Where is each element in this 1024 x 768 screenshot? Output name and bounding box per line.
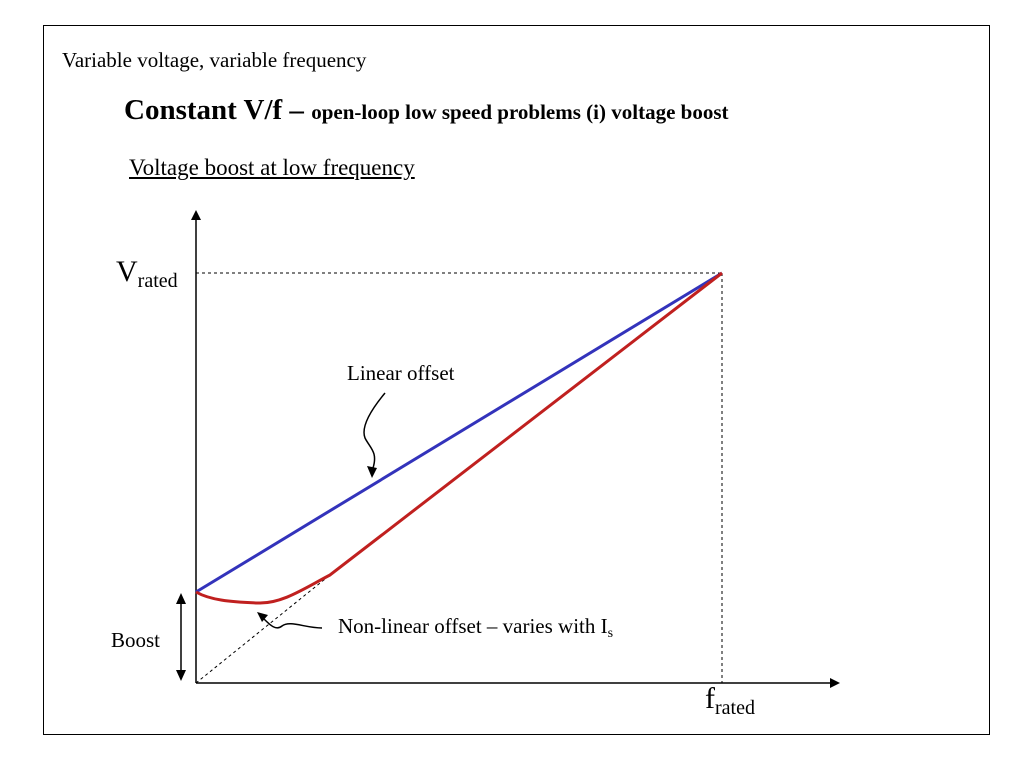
vrated-label: Vrated — [116, 255, 178, 293]
nonlinear-offset-curve — [195, 271, 723, 605]
slide-subtitle: Voltage boost at low frequency — [129, 155, 415, 180]
linear-offset-pointer — [363, 392, 386, 478]
slide-title: Constant V/f – open-loop low speed probl… — [124, 94, 728, 127]
vrated-label-sub: rated — [137, 270, 178, 292]
nonlinear-offset-label-main: Non-linear offset – varies with I — [338, 614, 608, 638]
constant-vf-line — [195, 574, 331, 684]
boost-arrow — [176, 593, 186, 681]
slide-heading: Variable voltage, variable frequency — [62, 48, 367, 72]
nonlinear-offset-label: Non-linear offset – varies with Is — [338, 614, 613, 642]
frated-label-main: f — [705, 682, 715, 715]
boost-label: Boost — [111, 628, 161, 652]
linear-offset-line — [195, 271, 723, 594]
title-rest: open-loop low speed problems (i) voltage… — [311, 100, 729, 124]
frated-label-sub: rated — [715, 697, 755, 719]
nonlinear-offset-label-sub: s — [607, 626, 614, 641]
frated-label: frated — [705, 682, 755, 720]
title-main: Constant V/f – — [124, 94, 312, 126]
nonlinear-offset-pointer — [257, 612, 323, 629]
linear-offset-label: Linear offset — [347, 361, 455, 385]
slide-frame — [43, 25, 990, 735]
vrated-label-main: V — [116, 255, 138, 288]
